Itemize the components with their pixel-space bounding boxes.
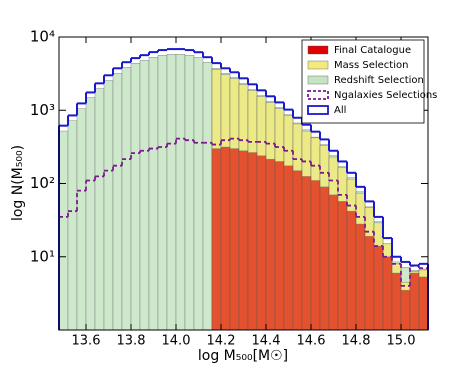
x-tick-label: 13.6 [72,334,101,349]
histogram-bar [310,180,321,331]
histogram-bar [58,130,69,331]
histogram-bar [400,289,411,331]
y-axis-label: log N(M₅₀₀) [10,145,26,221]
histogram-bar [418,276,429,331]
histogram-bar [193,57,204,331]
legend: Final Catalogue Mass Selection Redshift Se… [301,39,437,124]
legend-swatch [307,90,329,100]
histogram-bar [175,54,186,331]
y-tick-label: 10³ [30,101,55,119]
histogram-series [211,146,429,331]
x-tick-label: 13.8 [117,334,146,349]
histogram-bar [112,73,123,331]
legend-label: Ngalaxies Selections [334,90,437,101]
y-tick-label: 10² [30,174,55,192]
histogram-bar [103,80,114,331]
histogram-bar [121,67,132,331]
histogram-bar [319,186,330,331]
histogram-bar [229,148,240,331]
histogram-bar [346,210,357,331]
legend-swatch [307,105,329,115]
x-axis-label: log M₅₀₀[M☉] [198,348,288,364]
histogram-bar [337,201,348,331]
x-tick-label: 14.8 [342,334,371,349]
legend-label: All [334,105,346,116]
histogram-bar [283,165,294,331]
histogram-bar [166,54,177,331]
histogram-bar [301,176,312,331]
histogram-bar [274,161,285,331]
histogram-bar [409,272,420,331]
histogram-bar [148,57,159,331]
legend-swatch [307,60,329,70]
x-tick-label: 14.4 [252,334,281,349]
histogram-bar [382,256,393,331]
histogram-bar [202,62,213,331]
x-tick-label: 14.2 [207,334,236,349]
histogram-bar [130,63,141,331]
histogram-bar [373,245,384,331]
histogram-bar [328,194,339,331]
x-tick-label: 15.0 [387,334,416,349]
legend-swatch [307,45,329,55]
histogram-bar [220,146,231,331]
histogram-bar [211,148,222,331]
histogram-bar [67,120,78,331]
histogram-bar [157,55,168,331]
histogram-bar [256,155,267,331]
histogram-bar [292,170,303,331]
y-tick-label: 10¹ [30,247,55,265]
x-tick-label: 14.0 [162,334,191,349]
histogram-bar [85,97,96,331]
histogram-bar [238,150,249,331]
x-tick-label: 14.6 [297,334,326,349]
legend-label: Final Catalogue [334,45,411,56]
step-connector [58,49,429,330]
histogram-bar [76,108,87,331]
histogram-bar [139,60,150,331]
histogram-bar [247,152,258,331]
histogram-bar [94,88,105,331]
legend-label: Mass Selection [334,60,408,71]
y-tick-label: 10⁴ [30,28,55,46]
histogram-bar [391,272,402,331]
histogram-bar [265,158,276,331]
legend-swatch [307,75,329,85]
legend-label: Redshift Selection [334,75,424,86]
histogram-bar [184,55,195,331]
histogram-bar [355,223,366,331]
histogram-bar [364,236,375,331]
